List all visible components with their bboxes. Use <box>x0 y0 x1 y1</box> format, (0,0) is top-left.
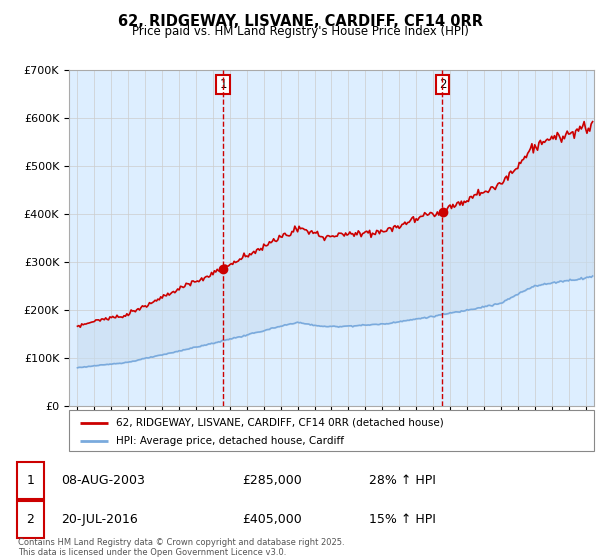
Text: 62, RIDGEWAY, LISVANE, CARDIFF, CF14 0RR (detached house): 62, RIDGEWAY, LISVANE, CARDIFF, CF14 0RR… <box>116 418 444 428</box>
Text: 20-JUL-2016: 20-JUL-2016 <box>61 513 138 526</box>
Bar <box>17 501 44 538</box>
Text: £405,000: £405,000 <box>242 513 302 526</box>
Text: Price paid vs. HM Land Registry's House Price Index (HPI): Price paid vs. HM Land Registry's House … <box>131 25 469 38</box>
Text: HPI: Average price, detached house, Cardiff: HPI: Average price, detached house, Card… <box>116 436 344 446</box>
Text: 08-AUG-2003: 08-AUG-2003 <box>61 474 145 487</box>
Text: 15% ↑ HPI: 15% ↑ HPI <box>369 513 436 526</box>
Text: 2: 2 <box>26 513 34 526</box>
Text: £285,000: £285,000 <box>242 474 302 487</box>
Bar <box>17 463 44 499</box>
Text: 1: 1 <box>220 78 227 91</box>
Text: 62, RIDGEWAY, LISVANE, CARDIFF, CF14 0RR: 62, RIDGEWAY, LISVANE, CARDIFF, CF14 0RR <box>118 14 482 29</box>
Text: 1: 1 <box>26 474 34 487</box>
Text: 2: 2 <box>439 78 446 91</box>
Text: Contains HM Land Registry data © Crown copyright and database right 2025.
This d: Contains HM Land Registry data © Crown c… <box>18 538 344 557</box>
Text: 28% ↑ HPI: 28% ↑ HPI <box>369 474 436 487</box>
